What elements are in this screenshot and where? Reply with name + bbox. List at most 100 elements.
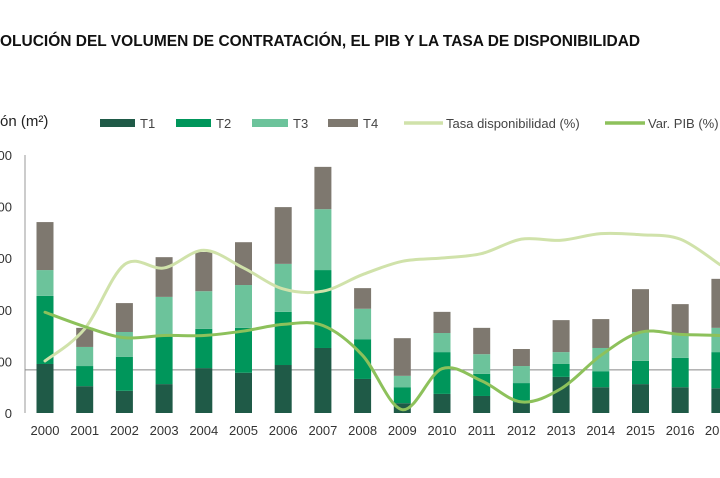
- bar-t4-2016: [671, 304, 689, 336]
- bar-t4-2006: [274, 207, 292, 264]
- bar-t2-2015: [632, 360, 649, 385]
- bar-t1-2004: [195, 368, 213, 413]
- bar-t3-2017: [711, 327, 720, 353]
- bar-t4-2013: [552, 320, 570, 353]
- x-tick-label: 2016: [666, 423, 695, 438]
- bar-t3-2016: [671, 335, 689, 358]
- bar-t1-2006: [274, 365, 292, 413]
- bar-t1-2017: [711, 388, 720, 413]
- x-tick-label: 2003: [150, 423, 179, 438]
- x-tick-label: 2005: [229, 423, 258, 438]
- x-axis-ticks: 2000 2001 2002 2003 2004 2005 2006 2007 2008 2009…: [31, 423, 720, 438]
- bar-t2-2016: [671, 357, 689, 388]
- legend-swatch-t1: [100, 119, 135, 127]
- bar-t2-2003: [155, 335, 173, 385]
- bar-t4-2000: [36, 222, 54, 271]
- bar-t3-2007: [314, 209, 332, 271]
- bar-t1-2011: [473, 395, 491, 413]
- legend-label: T3: [293, 116, 308, 131]
- bar-t2-2006: [274, 311, 292, 366]
- y-tick-label: 00: [0, 303, 12, 318]
- bar-t4-2010: [433, 311, 451, 334]
- bar-t2-2012: [512, 383, 530, 403]
- bar-t1-2010: [433, 393, 451, 413]
- bar-t4-2017: [711, 278, 720, 328]
- x-tick-label: 2007: [308, 423, 337, 438]
- bar-t1-2000: [36, 363, 54, 413]
- x-tick-label: 20: [705, 423, 719, 438]
- legend: T1 T2 T3 T4 Tasa disponibilidad (%) Var. PIB …: [100, 116, 719, 131]
- x-tick-label: 2010: [428, 423, 457, 438]
- bar-t1-2001: [76, 386, 94, 413]
- bar-t2-2005: [235, 327, 252, 373]
- x-tick-label: 2001: [70, 423, 99, 438]
- bar-t2-2007: [314, 270, 332, 348]
- bar-t1-2005: [235, 372, 252, 413]
- bar-t4-2007: [314, 166, 332, 210]
- bar-t3-2003: [155, 296, 173, 336]
- bar-t1-2014: [592, 387, 610, 413]
- bar-t3-2009: [393, 375, 411, 388]
- bar-t2-2001: [76, 366, 94, 387]
- bar-t3-2012: [512, 366, 530, 384]
- bar-t3-2015: [632, 331, 649, 361]
- x-tick-label: 2004: [189, 423, 218, 438]
- bar-t2-2009: [393, 387, 411, 404]
- bar-t1-2003: [155, 384, 173, 413]
- bar-t3-2010: [433, 333, 451, 353]
- bar-t1-2008: [354, 378, 372, 413]
- bar-t4-2003: [155, 257, 173, 297]
- x-tick-label: 2014: [586, 423, 615, 438]
- bar-t4-2009: [393, 338, 411, 376]
- x-tick-label: 2009: [388, 423, 417, 438]
- x-tick-label: 2000: [31, 423, 60, 438]
- legend-label: T2: [216, 116, 231, 131]
- line-tasa-disponibilidad: [43, 231, 720, 363]
- bar-t1-2013: [552, 376, 570, 413]
- bar-t4-2011: [473, 327, 491, 355]
- bar-t2-2000: [36, 295, 54, 364]
- bar-t3-2011: [473, 354, 491, 374]
- bar-t2-2017: [711, 352, 720, 389]
- bar-t4-2014: [592, 319, 610, 348]
- chart-title: OLUCIÓN DEL VOLUMEN DE CONTRATACIÓN, EL …: [0, 32, 640, 50]
- bar-t3-2000: [36, 270, 54, 296]
- x-tick-label: 2015: [626, 423, 655, 438]
- legend-label: Var. PIB (%): [648, 116, 719, 131]
- bar-t3-2008: [354, 308, 372, 340]
- bar-t2-2008: [354, 339, 372, 379]
- lines: [43, 231, 720, 412]
- legend-label: T1: [140, 116, 155, 131]
- y-tick-label: 00: [0, 200, 12, 215]
- y-axis-title: ón (m²): [0, 113, 48, 130]
- bar-t1-2009: [393, 403, 411, 413]
- x-tick-label: 2002: [110, 423, 139, 438]
- bars: [36, 166, 720, 413]
- line-var-pib: [43, 310, 720, 412]
- x-tick-label: 2006: [269, 423, 298, 438]
- bar-t4-2005: [235, 242, 252, 286]
- bar-t3-2004: [195, 291, 213, 329]
- x-tick-label: 2012: [507, 423, 536, 438]
- legend-swatch-t2: [176, 119, 211, 127]
- bar-t4-2004: [195, 252, 213, 292]
- x-tick-label: 2008: [348, 423, 377, 438]
- bar-t1-2002: [115, 390, 133, 413]
- bar-t2-2013: [552, 363, 570, 377]
- bar-t1-2015: [632, 384, 649, 413]
- bar-t2-2010: [433, 352, 451, 394]
- bar-t3-2013: [552, 352, 570, 364]
- bar-t2-2002: [115, 356, 133, 391]
- bar-t1-2012: [512, 402, 530, 413]
- bar-t4-2012: [512, 349, 530, 367]
- x-tick-label: 2013: [547, 423, 576, 438]
- bar-t3-2001: [76, 346, 94, 367]
- bar-t4-2008: [354, 288, 372, 309]
- y-tick-label: 0: [5, 406, 12, 421]
- bar-t4-2015: [632, 289, 649, 332]
- legend-label: Tasa disponibilidad (%): [446, 116, 580, 131]
- bar-t1-2016: [671, 387, 689, 413]
- bar-t3-2005: [235, 285, 252, 328]
